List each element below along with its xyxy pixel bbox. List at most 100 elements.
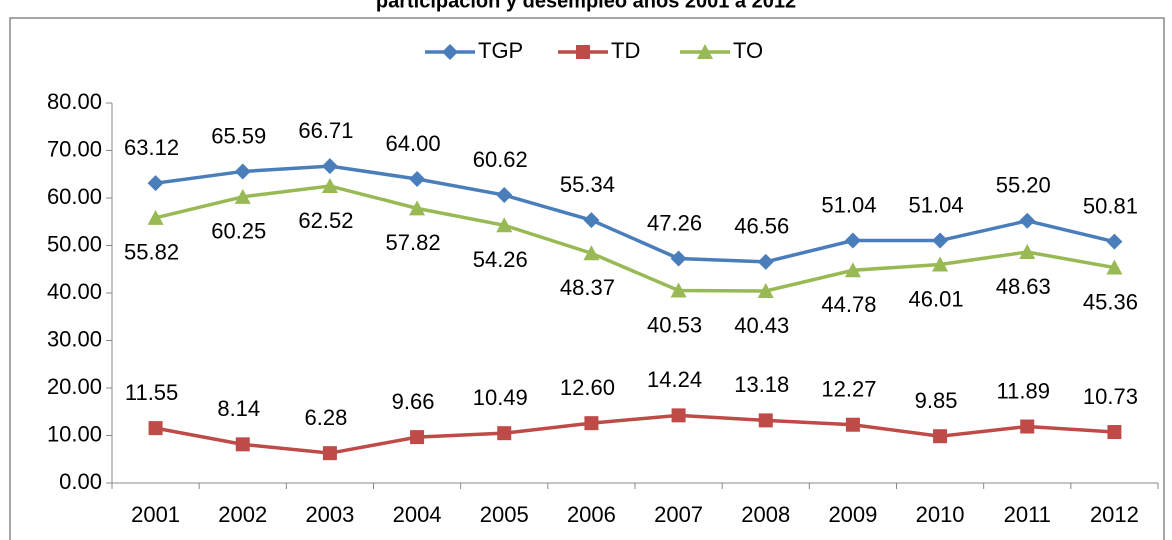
data-label: 46.56 <box>734 214 789 239</box>
y-tick-label: 20.00 <box>47 374 102 399</box>
data-label: 6.28 <box>305 405 348 430</box>
marker <box>844 262 861 278</box>
marker <box>583 245 600 261</box>
y-tick-label: 40.00 <box>47 279 102 304</box>
marker <box>933 429 948 444</box>
marker <box>234 188 251 204</box>
legend-label: TD <box>611 38 640 63</box>
x-tick-label: 2009 <box>828 502 877 527</box>
marker <box>409 171 426 187</box>
marker <box>147 175 164 192</box>
x-tick-label: 2011 <box>1004 502 1051 527</box>
y-tick-label: 30.00 <box>47 326 102 351</box>
data-label: 65.59 <box>211 123 266 148</box>
x-tick-label: 2008 <box>741 502 790 527</box>
data-label: 48.37 <box>560 275 615 300</box>
data-label: 9.66 <box>392 389 435 414</box>
data-label: 12.27 <box>821 377 876 402</box>
marker <box>410 430 425 445</box>
data-label: 55.20 <box>996 173 1051 198</box>
x-tick-label: 2002 <box>218 502 267 527</box>
data-label: 60.25 <box>211 219 266 244</box>
data-label: 10.49 <box>473 385 528 410</box>
y-tick-label: 70.00 <box>47 136 102 161</box>
chart-title: participación y desempleo años 2001 a 20… <box>376 0 796 12</box>
marker <box>147 209 164 225</box>
marker <box>845 417 860 432</box>
series-line <box>155 413 1115 455</box>
marker <box>321 158 338 175</box>
marker <box>671 408 686 423</box>
data-label: 57.82 <box>386 230 441 255</box>
data-label: 40.53 <box>647 312 702 337</box>
x-tick-label: 2006 <box>567 502 616 527</box>
marker <box>409 200 426 216</box>
marker <box>321 178 338 194</box>
marker <box>758 413 773 428</box>
data-label: 63.12 <box>124 135 179 160</box>
marker <box>757 282 774 298</box>
marker <box>496 187 513 204</box>
data-label: 55.34 <box>560 172 615 197</box>
data-label: 45.36 <box>1083 289 1138 314</box>
data-label: 47.26 <box>647 210 702 235</box>
data-label: 50.81 <box>1083 193 1138 218</box>
data-label: 55.82 <box>124 240 179 265</box>
data-label: 40.43 <box>734 313 789 338</box>
data-label: 9.85 <box>915 388 958 413</box>
marker <box>496 217 513 233</box>
data-label: 64.00 <box>386 131 441 156</box>
data-label: 13.18 <box>734 372 789 397</box>
series-line <box>155 164 1115 264</box>
data-label: 8.14 <box>217 396 260 421</box>
y-tick-label: 10.00 <box>47 421 102 446</box>
marker <box>844 232 861 249</box>
marker <box>148 421 163 436</box>
marker <box>235 437 250 452</box>
marker <box>670 282 687 298</box>
data-label: 51.04 <box>909 192 964 217</box>
marker <box>497 426 512 441</box>
x-tick-label: 2007 <box>654 502 703 527</box>
marker <box>1020 419 1035 434</box>
marker <box>1106 233 1123 250</box>
x-tick-label: 2001 <box>131 502 180 527</box>
marker <box>442 44 458 60</box>
legend-label: TGP <box>478 38 523 63</box>
x-tick-label: 2010 <box>916 502 965 527</box>
y-tick-label: 0.00 <box>59 469 102 494</box>
legend-label: TO <box>733 38 763 63</box>
y-tick-label: 60.00 <box>47 184 102 209</box>
data-label: 44.78 <box>821 292 876 317</box>
marker <box>670 250 687 267</box>
x-tick-label: 2003 <box>305 502 354 527</box>
marker <box>1107 425 1122 440</box>
marker <box>322 446 337 461</box>
data-label: 10.73 <box>1083 384 1138 409</box>
marker <box>1106 259 1123 275</box>
data-label: 60.62 <box>473 147 528 172</box>
marker <box>757 253 774 270</box>
marker <box>1019 212 1036 229</box>
series-line <box>155 184 1115 293</box>
y-tick-label: 50.00 <box>47 231 102 256</box>
marker <box>584 416 599 431</box>
y-tick-label: 80.00 <box>47 89 102 114</box>
data-label: 54.26 <box>473 247 528 272</box>
marker <box>697 44 713 59</box>
x-tick-label: 2004 <box>393 502 442 527</box>
data-label: 48.63 <box>996 274 1051 299</box>
x-tick-label: 2005 <box>480 502 529 527</box>
data-label: 66.71 <box>298 118 353 143</box>
data-label: 51.04 <box>821 192 876 217</box>
marker <box>576 45 590 59</box>
data-label: 14.24 <box>647 367 702 392</box>
marker <box>932 256 949 272</box>
data-label: 46.01 <box>909 286 964 311</box>
chart-frame <box>9 17 1165 540</box>
data-label: 12.60 <box>560 375 615 400</box>
data-label: 62.52 <box>298 208 353 233</box>
x-tick-label: 2012 <box>1090 502 1139 527</box>
data-label: 11.89 <box>997 378 1050 403</box>
